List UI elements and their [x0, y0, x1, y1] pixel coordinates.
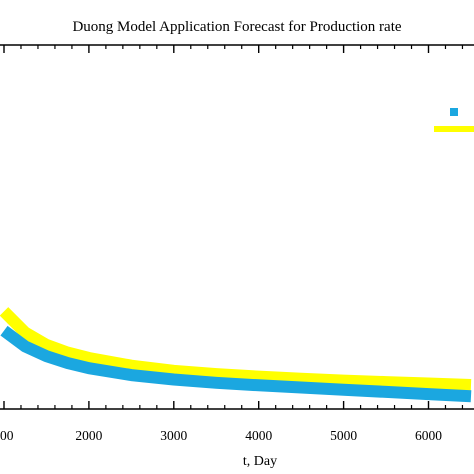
series-2-line [0, 307, 472, 391]
series-layer [0, 307, 472, 403]
legend-marker-square [450, 108, 458, 116]
x-major-ticks [3, 45, 430, 409]
legend [434, 108, 474, 132]
x-tick-labels: 00 2000 3000 4000 5000 6000 [0, 428, 442, 443]
x-tick-label: 2000 [75, 428, 102, 443]
x-tick-label: 6000 [415, 428, 442, 443]
x-minor-ticks [20, 45, 464, 409]
x-axis-label: t, Day [243, 454, 277, 469]
x-tick-label: 3000 [160, 428, 187, 443]
x-tick-label: 4000 [245, 428, 272, 443]
x-tick-label: 5000 [330, 428, 357, 443]
series-1-line [0, 325, 472, 403]
chart-title: Duong Model Application Forecast for Pro… [72, 19, 401, 35]
x-tick-label: 00 [0, 428, 14, 443]
